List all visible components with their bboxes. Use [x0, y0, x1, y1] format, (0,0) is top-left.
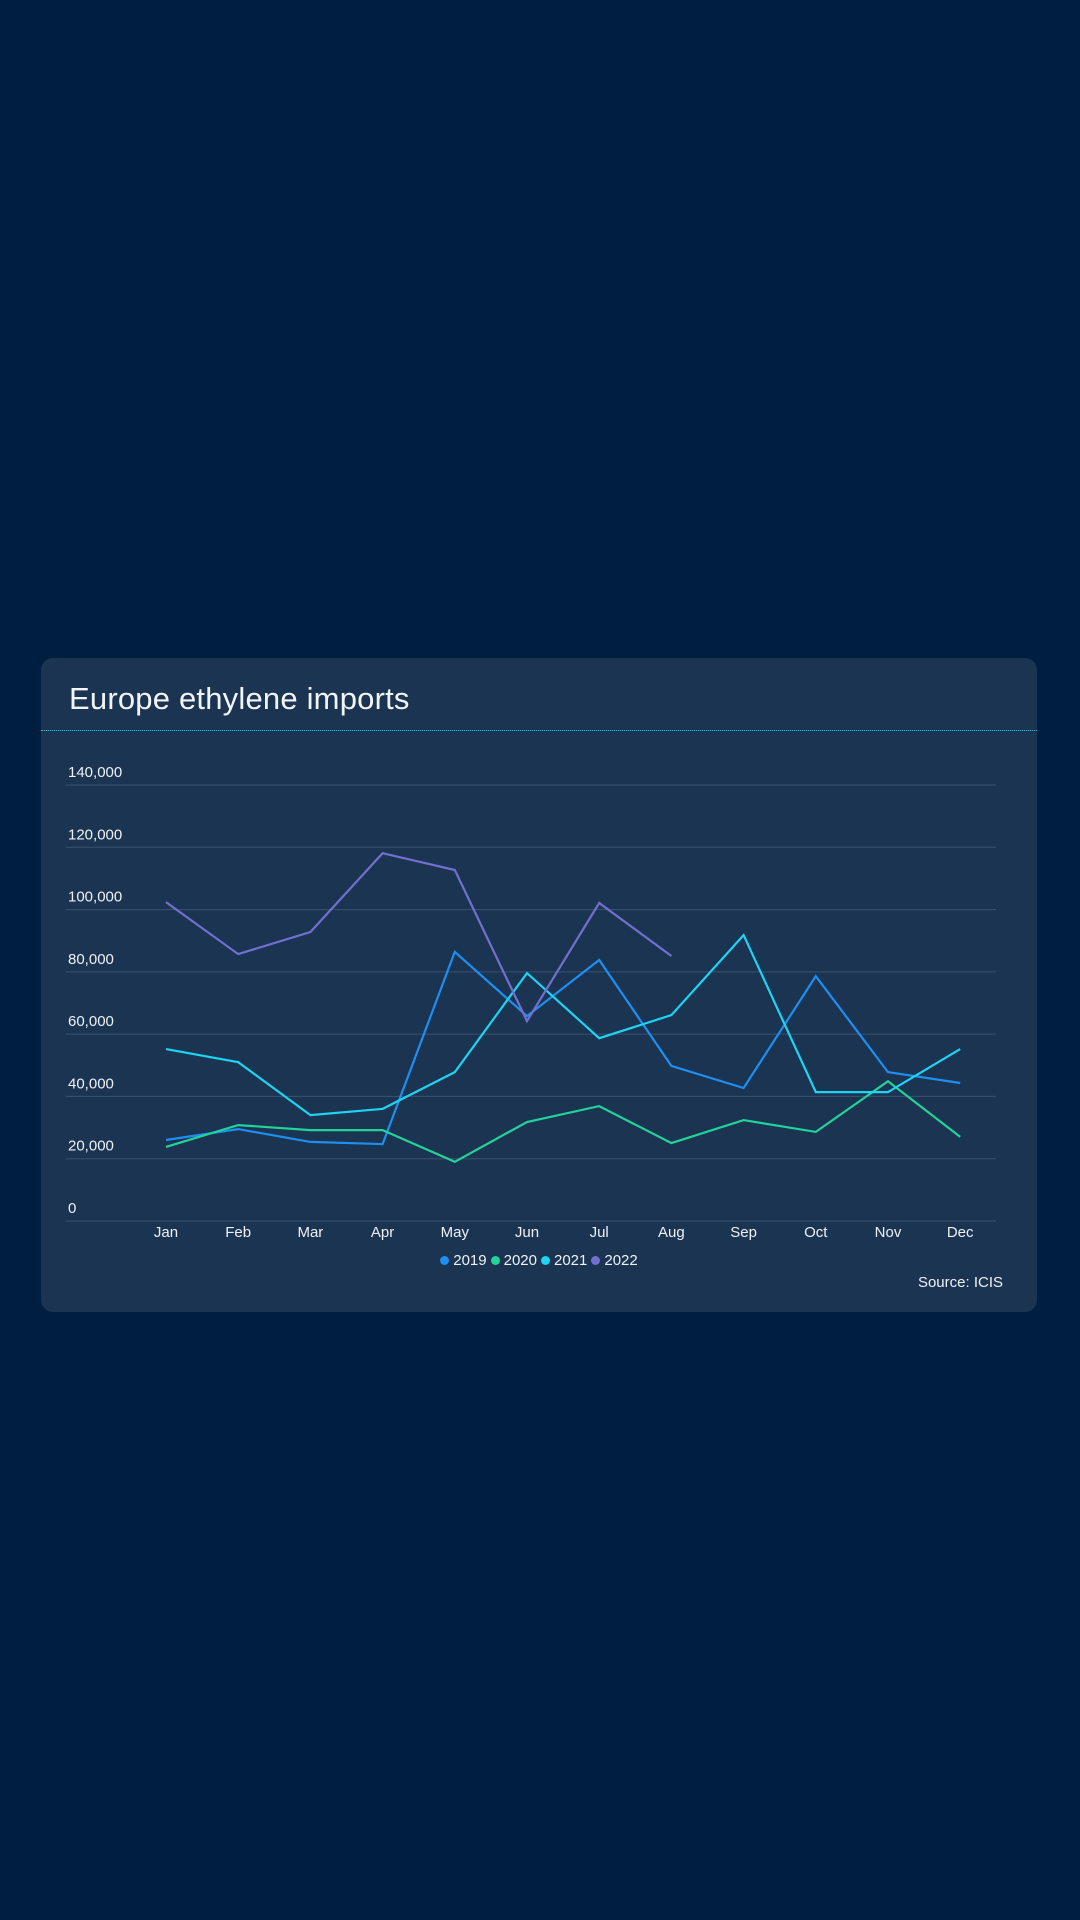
y-tick-label: 100,000 — [68, 889, 122, 906]
legend-item-2019[interactable]: 2019 — [440, 1252, 487, 1269]
chart-card: Europe ethylene imports 0 20,000 40,000 60,… — [41, 658, 1037, 1312]
legend-item-2022[interactable]: 2022 — [591, 1252, 638, 1269]
y-tick-label: 0 — [68, 1200, 76, 1217]
y-tick-label: 120,000 — [68, 826, 122, 843]
x-tick-label: Nov — [875, 1224, 902, 1241]
legend-item-2020[interactable]: 2020 — [490, 1252, 537, 1269]
series-line-2020 — [165, 1079, 961, 1164]
x-tick-label: Jan — [154, 1224, 178, 1241]
x-tick-label: Mar — [297, 1224, 323, 1241]
x-tick-label: Aug — [658, 1224, 685, 1241]
x-tick-label: Sep — [730, 1224, 757, 1241]
chart-title: Europe ethylene imports — [69, 681, 410, 716]
x-tick-label: Apr — [371, 1224, 394, 1241]
legend-dot-icon — [591, 1256, 601, 1265]
y-tick-label: 20,000 — [68, 1138, 114, 1155]
legend-dot-icon — [440, 1256, 450, 1265]
y-tick-label: 80,000 — [68, 951, 114, 968]
series-line-2021 — [165, 933, 961, 1117]
series-line-2022 — [165, 851, 673, 1024]
x-tick-label: Oct — [804, 1224, 828, 1241]
x-tick-label: Jul — [590, 1224, 609, 1241]
legend-item-2021[interactable]: 2021 — [541, 1252, 587, 1269]
legend-label: 2021 — [554, 1252, 588, 1269]
y-tick-label: 60,000 — [68, 1013, 114, 1030]
y-tick-label: 40,000 — [68, 1075, 114, 1092]
x-tick-label: Jun — [515, 1224, 539, 1241]
source-note: Source: ICIS — [917, 1274, 1003, 1291]
x-tick-label: Dec — [947, 1224, 974, 1241]
series-line-2019 — [165, 950, 961, 1146]
legend-label: 2022 — [604, 1252, 638, 1269]
chart-legend: 2019 2020 2021 2022 — [41, 1252, 1037, 1269]
legend-label: 2019 — [453, 1252, 487, 1269]
legend-label: 2020 — [503, 1252, 537, 1269]
x-tick-label: Feb — [225, 1224, 251, 1241]
y-tick-label: 140,000 — [68, 764, 122, 781]
title-divider — [41, 730, 1037, 731]
legend-dot-icon — [541, 1256, 550, 1265]
legend-dot-icon — [490, 1256, 500, 1265]
x-tick-label: May — [441, 1224, 470, 1241]
line-chart: 0 20,000 40,000 60,000 80,000 100,000 120,000 1… — [66, 764, 996, 1241]
